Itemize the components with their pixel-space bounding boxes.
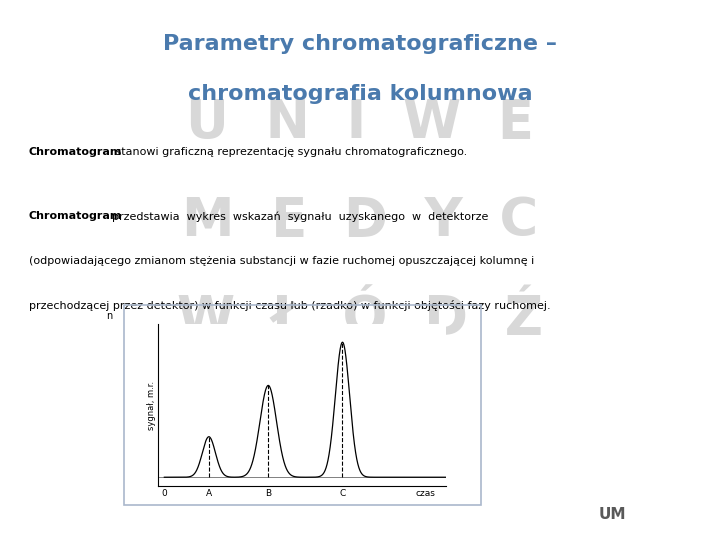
Text: stanowi graficzną reprezentację sygnału chromatograficznego.: stanowi graficzną reprezentację sygnału … (112, 147, 467, 158)
Text: przedstawia  wykres  wskazań  sygnału  uzyskanego  w  detektorze: przedstawia wykres wskazań sygnału uzysk… (112, 211, 488, 222)
Text: U  N  I  W  E: U N I W E (186, 97, 534, 149)
Text: n: n (107, 311, 113, 321)
Text: UNIWERSYTET
MEDYCZNY
W ŁODZI: UNIWERSYTET MEDYCZNY W ŁODZI (662, 505, 701, 524)
Bar (124, 305, 481, 505)
Text: (odpowiadającego zmianom stężenia substancji w fazie ruchomej opuszczającej kolu: (odpowiadającego zmianom stężenia substa… (29, 255, 534, 266)
Bar (590, 496, 634, 535)
Text: przechodzącej przez detektor) w funkcji czasu lub (rzadko) w funkcji objętości f: przechodzącej przez detektor) w funkcji … (29, 300, 550, 310)
Text: Parametry chromatograficzne –: Parametry chromatograficzne – (163, 35, 557, 55)
Text: Chromatogram: Chromatogram (29, 147, 122, 158)
Y-axis label: sygnał, m.r.: sygnał, m.r. (147, 381, 156, 429)
Text: UM: UM (598, 507, 626, 522)
Text: M  E  D  Y  C: M E D Y C (182, 195, 538, 247)
Text: W  Ł  Ó  D  Ź: W Ł Ó D Ź (177, 293, 543, 346)
Text: chromatografia kolumnowa: chromatografia kolumnowa (188, 84, 532, 104)
Text: Chromatogram: Chromatogram (29, 211, 122, 221)
